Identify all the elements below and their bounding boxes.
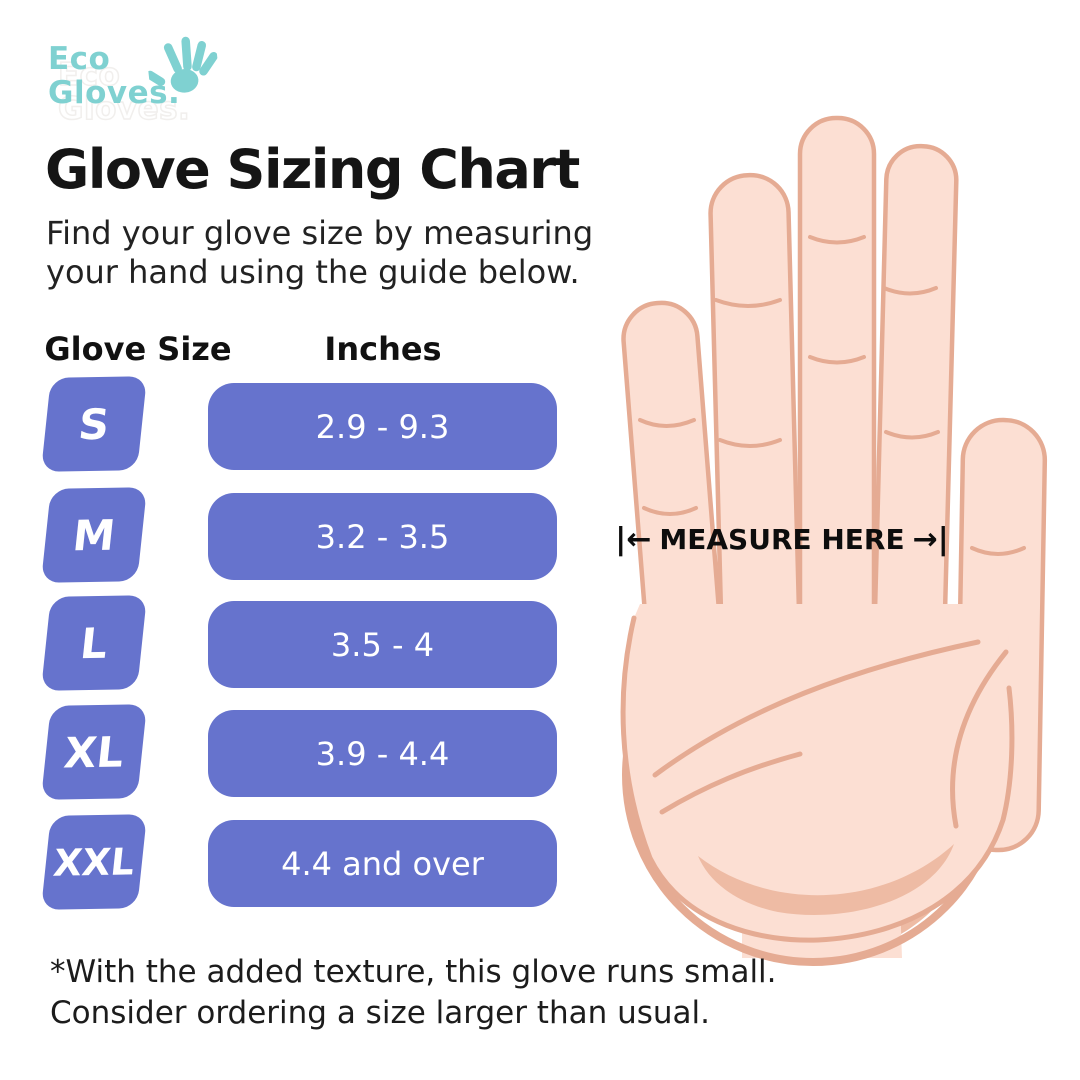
palm-hand-illustration — [620, 115, 1048, 966]
size-badge-xxl: XXL — [40, 814, 148, 910]
inches-value-m: 3.2 - 3.5 — [208, 493, 557, 580]
page-title: Glove Sizing Chart — [45, 138, 580, 201]
logo-text-line1: Eco — [48, 41, 111, 77]
column-header-inches: Inches — [324, 330, 442, 368]
inches-value-xxl: 4.4 and over — [208, 820, 557, 907]
page-subtitle: Find your glove size by measuring your h… — [46, 214, 593, 292]
size-badge-l: L — [40, 595, 148, 691]
waving-hand-icon — [145, 36, 218, 93]
measure-here-text: MEASURE HERE — [659, 523, 905, 556]
subtitle-line2: your hand using the guide below. — [46, 253, 580, 291]
logo-watermark: Eco Gloves. — [57, 57, 191, 127]
subtitle-line1: Find your glove size by measuring — [46, 214, 594, 252]
size-badge-xl: XL — [40, 704, 148, 800]
column-header-glove-size: Glove Size — [44, 330, 232, 368]
measure-left-marker-icon: |← — [615, 522, 652, 557]
inches-value-s: 2.9 - 9.3 — [208, 383, 557, 470]
footnote-line2: Consider ordering a size larger than usu… — [50, 995, 711, 1031]
eco-gloves-logo: Eco Gloves. — [48, 36, 218, 110]
size-badge-s: S — [40, 376, 148, 472]
measure-right-marker-icon: →| — [912, 522, 949, 557]
size-badge-m: M — [40, 487, 148, 583]
footnote: *With the added texture, this glove runs… — [50, 952, 777, 1034]
inches-value-xl: 3.9 - 4.4 — [208, 710, 557, 797]
footnote-line1: *With the added texture, this glove runs… — [50, 954, 777, 990]
measure-here-label: |← MEASURE HERE →| — [606, 522, 958, 557]
inches-value-l: 3.5 - 4 — [208, 601, 557, 688]
